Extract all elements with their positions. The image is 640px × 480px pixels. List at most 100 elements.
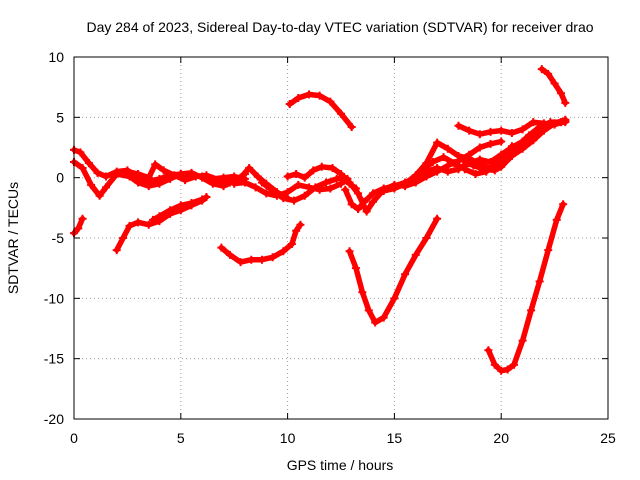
- data-point: [539, 126, 548, 135]
- data-point: [279, 247, 288, 256]
- data-point: [518, 336, 527, 345]
- data-point: [475, 130, 484, 139]
- data-point: [76, 148, 85, 157]
- data-point: [550, 119, 559, 128]
- series-trace: [485, 201, 566, 374]
- data-point: [557, 89, 566, 98]
- data-series: [70, 65, 570, 375]
- tick-labels: 0 5 10 15 20 25 -20 -15 -10 -5 0 5 10: [44, 49, 616, 446]
- data-point: [529, 118, 538, 127]
- data-point: [247, 255, 256, 264]
- y-tick-label: -10: [44, 290, 64, 306]
- data-point: [144, 182, 153, 191]
- data-point: [268, 186, 277, 195]
- data-point: [497, 366, 506, 375]
- data-point: [300, 191, 309, 200]
- data-point: [240, 178, 249, 187]
- data-point: [433, 164, 442, 173]
- series-14: [217, 220, 305, 267]
- data-point: [369, 197, 378, 206]
- y-tick-label: -20: [44, 411, 64, 427]
- data-point: [245, 164, 254, 173]
- data-point: [550, 79, 559, 88]
- data-point: [379, 313, 388, 322]
- data-point: [292, 170, 301, 179]
- data-point: [93, 168, 102, 177]
- data-point: [492, 159, 501, 168]
- data-point: [155, 212, 164, 221]
- data-point: [283, 172, 292, 181]
- data-point: [465, 126, 474, 135]
- data-point: [390, 184, 399, 193]
- data-point: [486, 139, 495, 148]
- data-point: [102, 172, 111, 181]
- data-point: [208, 179, 217, 188]
- data-point: [454, 121, 463, 130]
- data-point: [539, 119, 548, 128]
- data-point: [411, 250, 420, 259]
- data-point: [518, 144, 527, 153]
- data-point: [486, 127, 495, 136]
- data-point: [95, 191, 104, 200]
- data-point: [170, 171, 179, 180]
- plot-frame: [73, 56, 609, 420]
- data-point: [433, 138, 442, 147]
- data-point: [418, 166, 427, 175]
- x-tick-label: 0: [70, 430, 78, 446]
- data-point: [253, 172, 262, 181]
- data-point: [268, 253, 277, 262]
- data-point: [390, 294, 399, 303]
- data-point: [354, 189, 363, 198]
- data-point: [537, 65, 546, 74]
- data-point: [300, 173, 309, 182]
- data-point: [337, 179, 345, 188]
- data-point: [230, 179, 239, 188]
- x-tick-label: 5: [177, 430, 185, 446]
- data-point: [443, 144, 452, 153]
- data-point: [123, 167, 132, 176]
- data-point: [341, 185, 350, 194]
- data-point: [279, 194, 288, 203]
- data-point: [439, 153, 448, 162]
- data-point: [134, 178, 143, 187]
- data-point: [149, 215, 158, 224]
- data-point: [225, 250, 234, 259]
- data-point: [283, 188, 292, 197]
- x-tick-label: 15: [387, 430, 403, 446]
- data-point: [364, 306, 373, 315]
- data-point: [166, 206, 175, 215]
- data-point: [469, 161, 478, 170]
- data-point: [351, 264, 360, 273]
- data-point: [317, 162, 326, 171]
- data-point: [490, 166, 499, 175]
- data-point: [74, 224, 83, 233]
- data-point: [475, 143, 484, 152]
- data-point: [497, 126, 506, 135]
- data-point: [217, 243, 226, 252]
- data-point: [322, 178, 331, 187]
- data-point: [257, 255, 266, 264]
- x-axis-label: GPS time / hours: [287, 457, 394, 473]
- data-point: [159, 166, 168, 175]
- data-point: [337, 109, 345, 118]
- data-point: [401, 179, 410, 188]
- data-point: [362, 207, 371, 216]
- y-tick-label: -5: [52, 230, 65, 246]
- data-point: [215, 176, 224, 185]
- data-point: [433, 214, 442, 223]
- series-11: [70, 214, 87, 238]
- data-point: [292, 226, 301, 235]
- data-point: [490, 360, 499, 369]
- data-point: [236, 258, 245, 267]
- data-point: [294, 180, 303, 189]
- y-tick-label: 0: [56, 170, 64, 186]
- data-point: [401, 270, 410, 279]
- data-point: [480, 165, 489, 174]
- data-point: [337, 170, 345, 179]
- series-17: [484, 200, 568, 375]
- data-point: [134, 170, 143, 179]
- data-point: [518, 125, 527, 134]
- data-point: [176, 201, 185, 210]
- data-point: [202, 192, 211, 201]
